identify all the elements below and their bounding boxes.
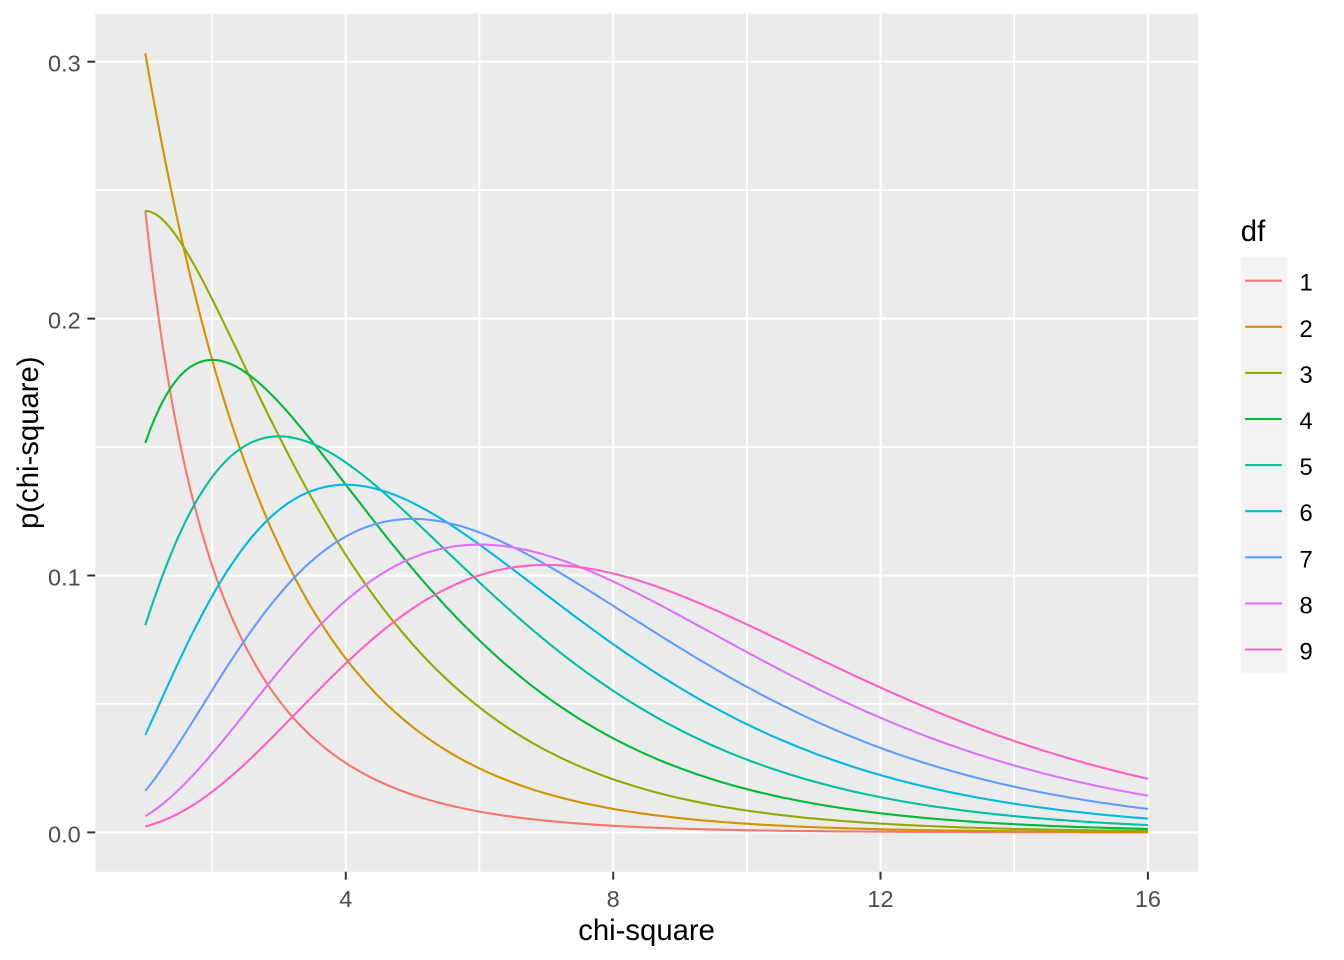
svg-text:0.3: 0.3 xyxy=(48,51,81,77)
svg-text:4: 4 xyxy=(339,886,352,912)
svg-text:0.2: 0.2 xyxy=(48,308,81,334)
svg-text:0.0: 0.0 xyxy=(48,821,81,847)
svg-text:5: 5 xyxy=(1300,454,1313,481)
svg-text:7: 7 xyxy=(1300,546,1313,573)
svg-text:1: 1 xyxy=(1300,270,1313,297)
svg-text:4: 4 xyxy=(1300,408,1313,435)
svg-text:2: 2 xyxy=(1300,316,1313,343)
svg-text:9: 9 xyxy=(1300,639,1313,666)
svg-text:6: 6 xyxy=(1300,500,1313,527)
svg-text:16: 16 xyxy=(1135,886,1161,912)
svg-text:df: df xyxy=(1241,215,1266,248)
svg-text:p(chi-square): p(chi-square) xyxy=(12,356,45,529)
svg-text:12: 12 xyxy=(867,886,893,912)
svg-text:3: 3 xyxy=(1300,362,1313,389)
svg-text:8: 8 xyxy=(1300,592,1313,619)
svg-text:chi-square: chi-square xyxy=(578,914,715,947)
svg-text:8: 8 xyxy=(607,886,620,912)
svg-text:0.1: 0.1 xyxy=(48,565,81,591)
